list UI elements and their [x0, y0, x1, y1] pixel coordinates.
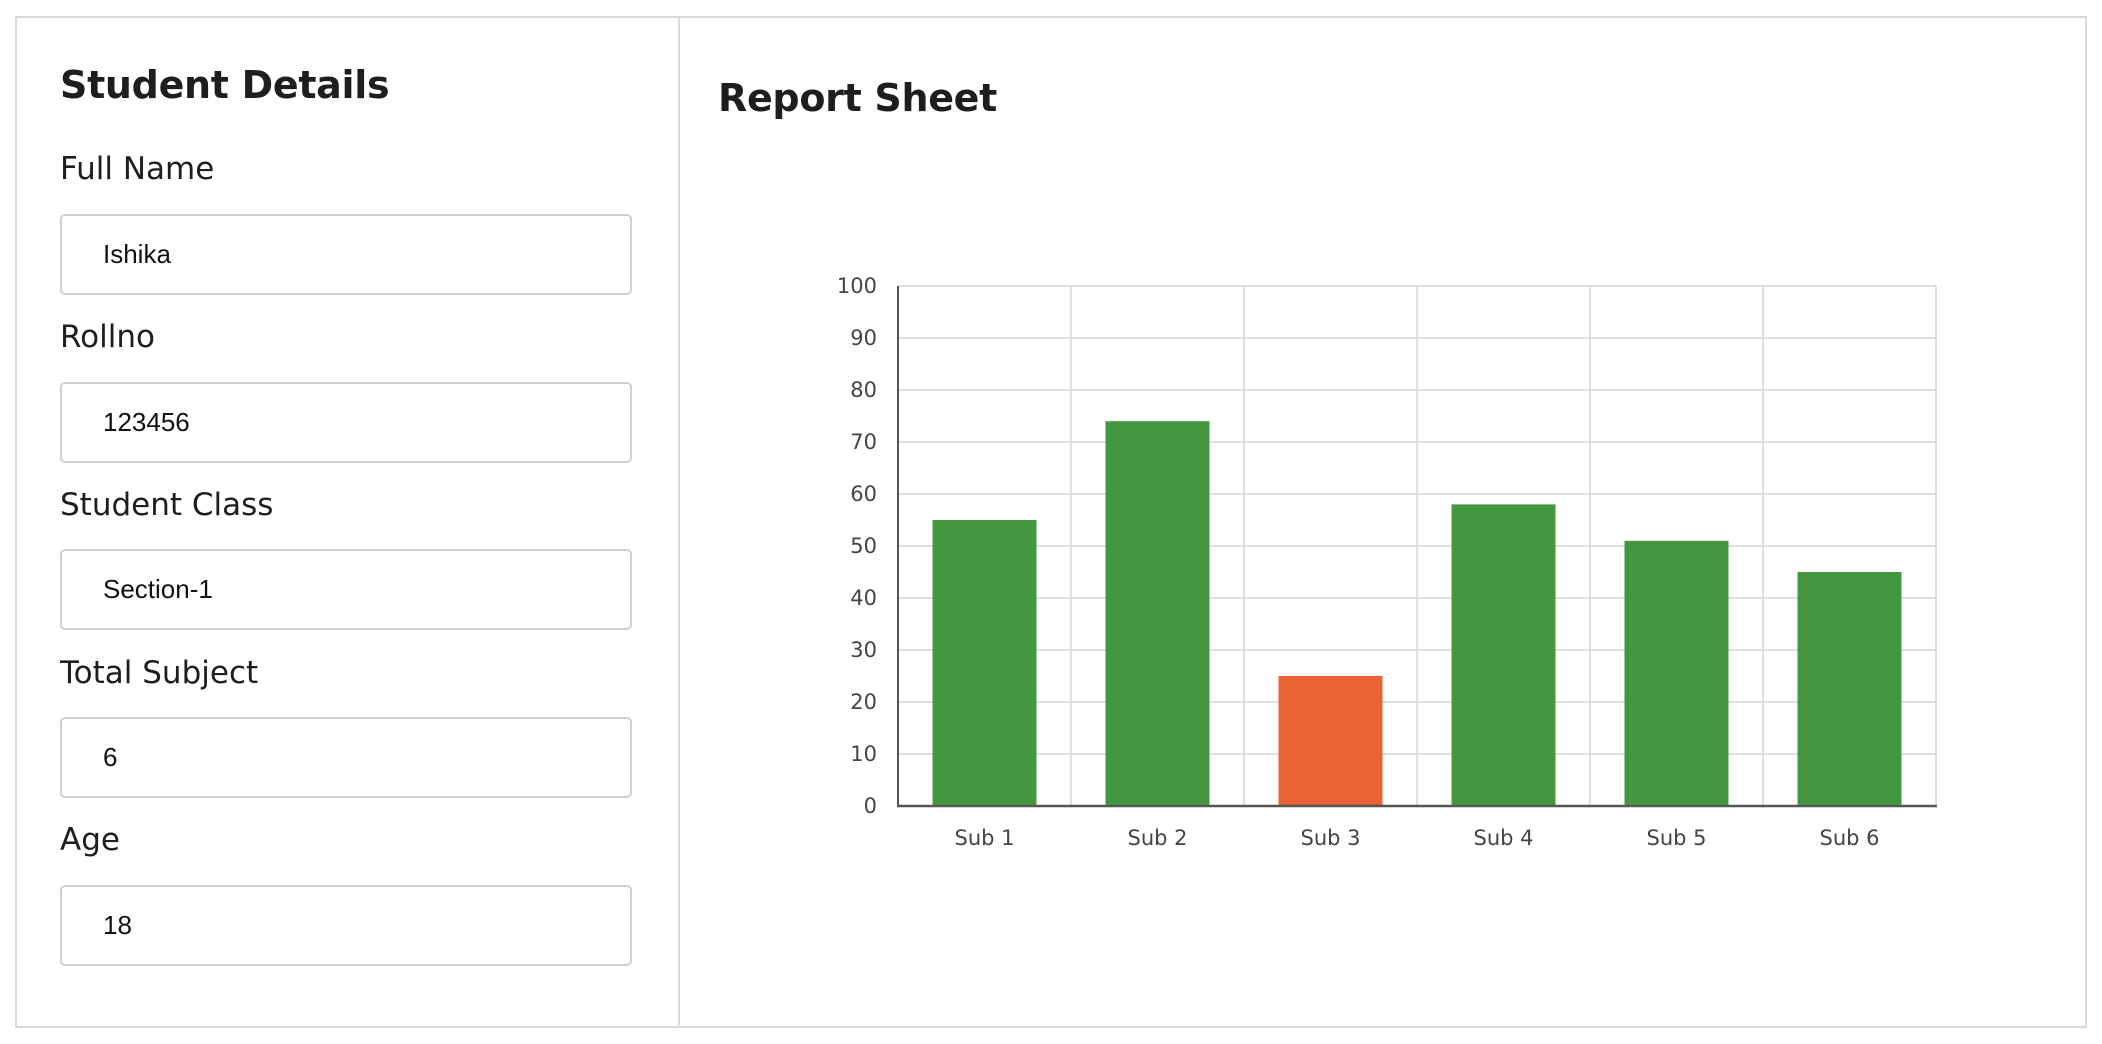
report-sheet-panel: Report Sheet 0 10 20 30 40 50 60 70 80 90 100 Sub 1… [680, 18, 2085, 1026]
age-label: Age [60, 822, 120, 858]
student-class-input[interactable] [60, 549, 632, 630]
y-tick-label: 0 [864, 794, 877, 818]
y-tick-label: 100 [837, 274, 877, 298]
x-tick-label: Sub 6 [1819, 826, 1879, 850]
full-name-input[interactable] [60, 214, 632, 295]
rollno-input[interactable] [60, 382, 632, 463]
x-tick-label: Sub 4 [1473, 826, 1533, 850]
panel-divider [678, 18, 680, 1026]
y-tick-label: 80 [850, 378, 877, 402]
report-bar-chart: 0 10 20 30 40 50 60 70 80 90 100 Sub 1 Sub 2 Sub 3 Sub… [837, 274, 1937, 850]
total-subject-input[interactable] [60, 717, 632, 798]
y-tick-label: 40 [850, 586, 877, 610]
bar-sub-5 [1624, 540, 1729, 806]
chart-bars [932, 421, 1902, 806]
y-tick-label: 60 [850, 482, 877, 506]
bar-sub-2 [1105, 421, 1210, 806]
x-tick-label: Sub 5 [1646, 826, 1706, 850]
report-sheet-title: Report Sheet [718, 76, 998, 120]
y-tick-label: 50 [850, 534, 877, 558]
bar-sub-3 [1278, 676, 1383, 806]
x-tick-label: Sub 3 [1300, 826, 1360, 850]
y-tick-label: 30 [850, 638, 877, 662]
chart-grid [898, 285, 1937, 806]
y-tick-label: 20 [850, 690, 877, 714]
rollno-label: Rollno [60, 319, 155, 355]
y-tick-label: 10 [850, 742, 877, 766]
student-details-title: Student Details [60, 63, 390, 107]
chart-tick-labels: 0 10 20 30 40 50 60 70 80 90 100 Sub 1 Sub 2 Sub 3 Sub… [837, 274, 1880, 850]
student-class-label: Student Class [60, 487, 274, 523]
app-frame: Student Details Full Name Rollno Student… [15, 16, 2087, 1028]
full-name-label: Full Name [60, 151, 215, 187]
bar-sub-4 [1451, 504, 1556, 806]
student-details-panel: Student Details Full Name Rollno Student… [17, 18, 678, 1026]
x-tick-label: Sub 2 [1127, 826, 1187, 850]
bar-sub-1 [932, 520, 1037, 806]
bar-sub-6 [1797, 572, 1902, 806]
y-tick-label: 90 [850, 326, 877, 350]
age-input[interactable] [60, 885, 632, 966]
y-tick-label: 70 [850, 430, 877, 454]
x-tick-label: Sub 1 [954, 826, 1014, 850]
chart-axes [897, 286, 1937, 808]
total-subject-label: Total Subject [60, 655, 259, 691]
